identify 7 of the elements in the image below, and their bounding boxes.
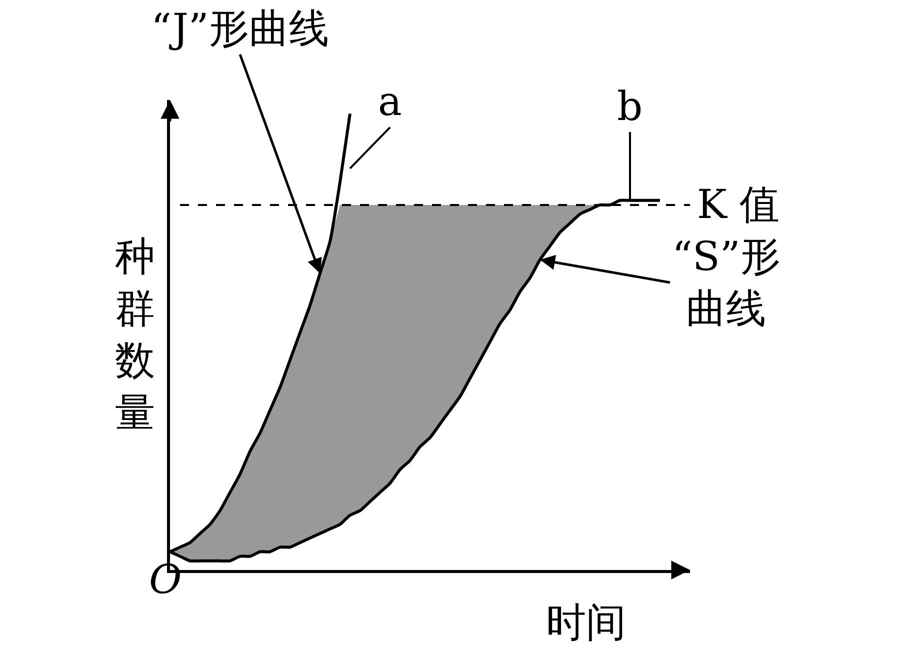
annotation: b xyxy=(617,84,643,130)
annotation: a xyxy=(378,79,402,125)
y-axis-title: 种群数量 xyxy=(115,234,155,436)
text: “S”形曲线 xyxy=(672,234,780,332)
x-axis-title: 时间 xyxy=(546,600,626,646)
ref-line-label: K 值 xyxy=(697,182,780,228)
text: “J”形曲线 xyxy=(151,6,329,52)
